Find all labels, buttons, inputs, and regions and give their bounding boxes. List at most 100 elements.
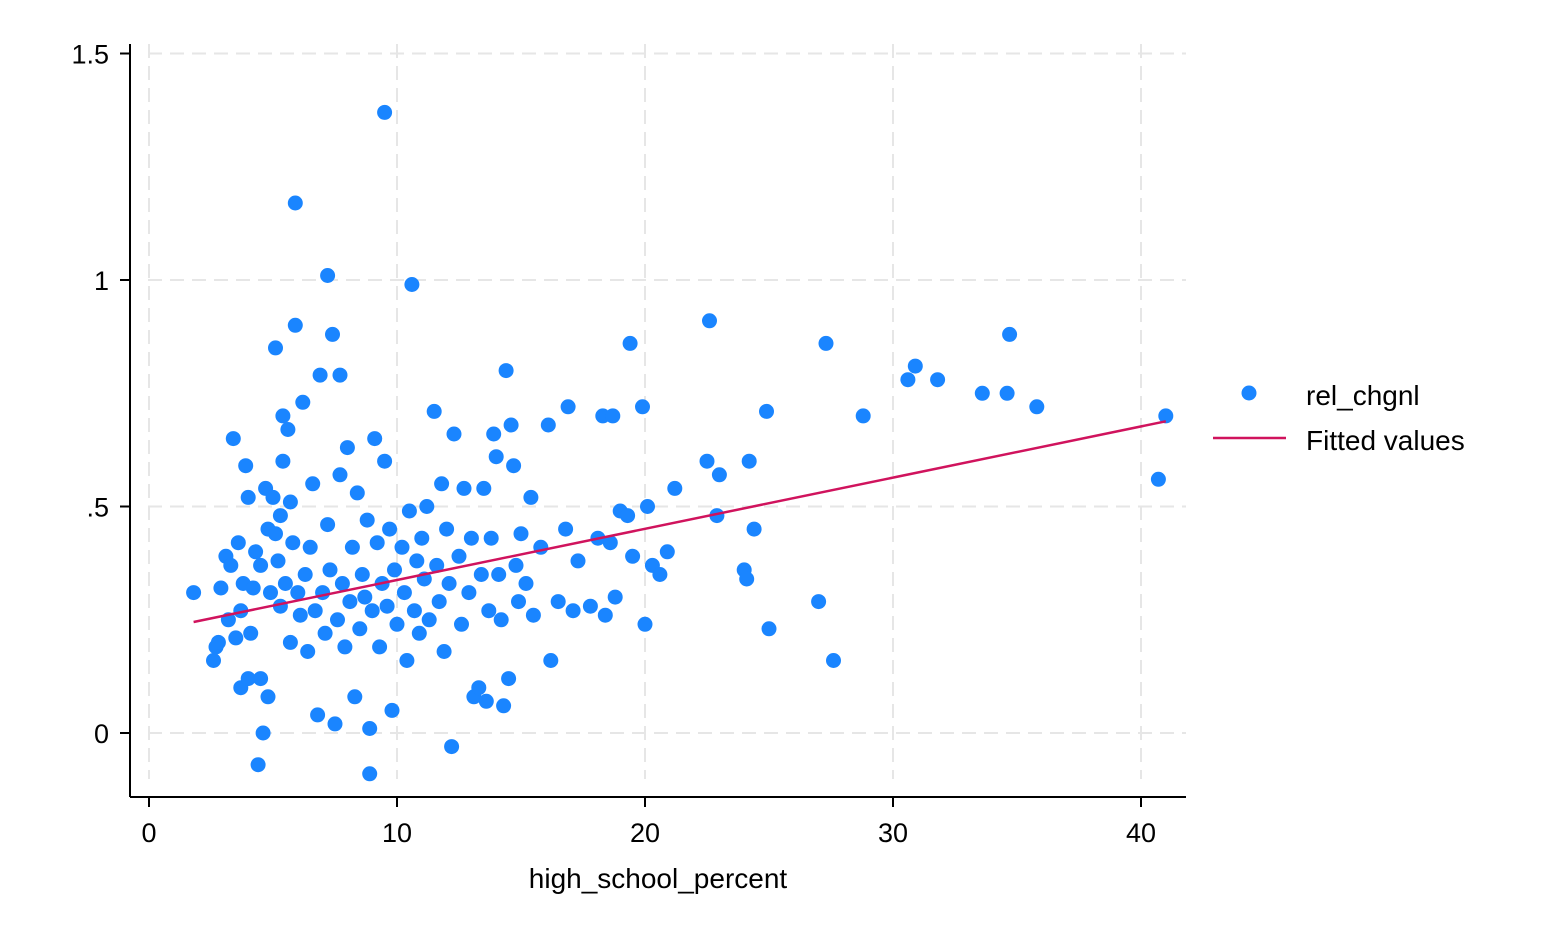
data-point <box>320 268 336 283</box>
data-point <box>250 757 266 773</box>
x-tick-label: 20 <box>630 818 660 848</box>
data-point <box>255 725 271 741</box>
data-point <box>620 508 636 524</box>
data-point <box>282 634 298 650</box>
x-tick-label: 30 <box>878 818 908 848</box>
data-point <box>263 585 278 601</box>
data-point <box>295 394 311 410</box>
data-point <box>317 625 333 641</box>
data-point <box>597 607 613 623</box>
data-point <box>565 603 581 619</box>
data-point <box>900 372 916 388</box>
data-point <box>741 453 757 469</box>
data-point <box>761 621 777 637</box>
data-point <box>240 671 256 687</box>
data-point <box>223 557 239 573</box>
data-point <box>518 576 534 591</box>
data-point <box>347 689 363 705</box>
x-tick-label: 0 <box>141 818 156 848</box>
data-point <box>560 399 576 415</box>
data-point <box>302 539 318 555</box>
data-point <box>605 408 621 424</box>
data-point <box>473 567 489 582</box>
data-point <box>436 644 452 659</box>
x-tick-label: 40 <box>1126 818 1156 848</box>
data-point <box>501 671 517 687</box>
plot-area <box>186 104 1174 782</box>
data-point <box>622 335 638 351</box>
data-point <box>377 104 393 120</box>
data-point <box>233 603 249 619</box>
data-point <box>404 277 420 292</box>
data-point <box>635 399 650 415</box>
data-point <box>434 476 450 492</box>
data-point <box>305 476 321 492</box>
data-point <box>506 458 522 474</box>
data-point <box>426 403 442 419</box>
data-point <box>290 585 306 601</box>
data-point <box>387 562 402 578</box>
data-point <box>245 580 261 596</box>
data-point <box>382 521 398 537</box>
data-point <box>332 467 348 483</box>
data-point <box>297 567 313 582</box>
data-point <box>1002 326 1018 342</box>
data-point <box>344 539 360 555</box>
data-point <box>496 698 512 714</box>
y-tick-label: 0 <box>94 719 109 749</box>
data-point <box>699 453 715 469</box>
data-point <box>287 195 303 211</box>
data-point <box>310 707 326 723</box>
data-point <box>711 467 727 483</box>
data-point <box>602 535 618 551</box>
data-point <box>855 408 871 424</box>
fitted-values-line <box>193 420 1167 624</box>
x-tick-label: 10 <box>382 818 412 848</box>
data-point <box>907 358 923 374</box>
data-point <box>652 567 668 582</box>
data-point <box>248 544 264 560</box>
data-point <box>513 526 529 542</box>
data-point <box>354 567 370 582</box>
data-point <box>312 367 328 383</box>
data-point <box>488 449 504 465</box>
data-point <box>379 598 395 614</box>
data-point <box>399 653 415 668</box>
data-point <box>444 739 460 755</box>
data-point <box>481 603 497 619</box>
data-point <box>315 585 331 601</box>
data-point <box>352 621 368 637</box>
data-point <box>818 335 834 351</box>
data-point <box>339 440 355 456</box>
data-point <box>550 594 566 610</box>
data-point <box>228 630 244 646</box>
data-point <box>349 485 365 501</box>
data-point <box>483 530 499 546</box>
data-point <box>275 408 291 424</box>
data-point <box>702 313 717 329</box>
data-point <box>384 702 400 718</box>
data-point <box>268 526 283 542</box>
data-point <box>337 639 353 655</box>
data-point <box>411 625 427 641</box>
data-point <box>213 580 229 596</box>
data-point <box>275 453 291 469</box>
data-point <box>429 557 445 573</box>
data-point <box>206 653 221 668</box>
data-point <box>287 317 303 333</box>
x-axis-title: high_school_percent <box>529 863 788 894</box>
data-point <box>439 521 455 537</box>
data-point <box>265 489 281 505</box>
data-point <box>322 562 338 578</box>
data-point <box>243 625 259 641</box>
data-point <box>607 589 623 605</box>
data-point <box>493 612 509 628</box>
data-point <box>369 535 385 551</box>
data-point <box>268 340 283 356</box>
data-point <box>342 594 358 610</box>
data-point <box>327 716 343 732</box>
data-point <box>253 557 269 573</box>
legend-label-rel-chgnl: rel_chgnl <box>1306 380 1420 411</box>
data-point <box>357 589 373 605</box>
